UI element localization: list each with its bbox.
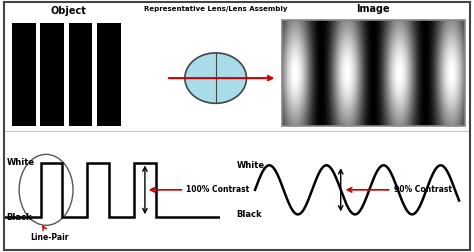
Bar — [40, 23, 64, 126]
Text: Black: Black — [237, 210, 262, 219]
Text: Line-Pair: Line-Pair — [30, 226, 69, 242]
Text: White: White — [237, 161, 265, 170]
Bar — [97, 23, 121, 126]
Text: 90% Contrast: 90% Contrast — [394, 185, 452, 194]
Text: Object: Object — [51, 6, 87, 16]
Text: White: White — [7, 158, 35, 167]
Bar — [69, 23, 92, 126]
Text: 100% Contrast: 100% Contrast — [186, 185, 249, 194]
Text: Black: Black — [7, 213, 32, 222]
Text: Image: Image — [356, 4, 390, 14]
Polygon shape — [185, 53, 246, 103]
Text: Representative Lens/Lens Assembly: Representative Lens/Lens Assembly — [144, 6, 287, 12]
Bar — [12, 23, 36, 126]
Bar — [282, 20, 465, 126]
